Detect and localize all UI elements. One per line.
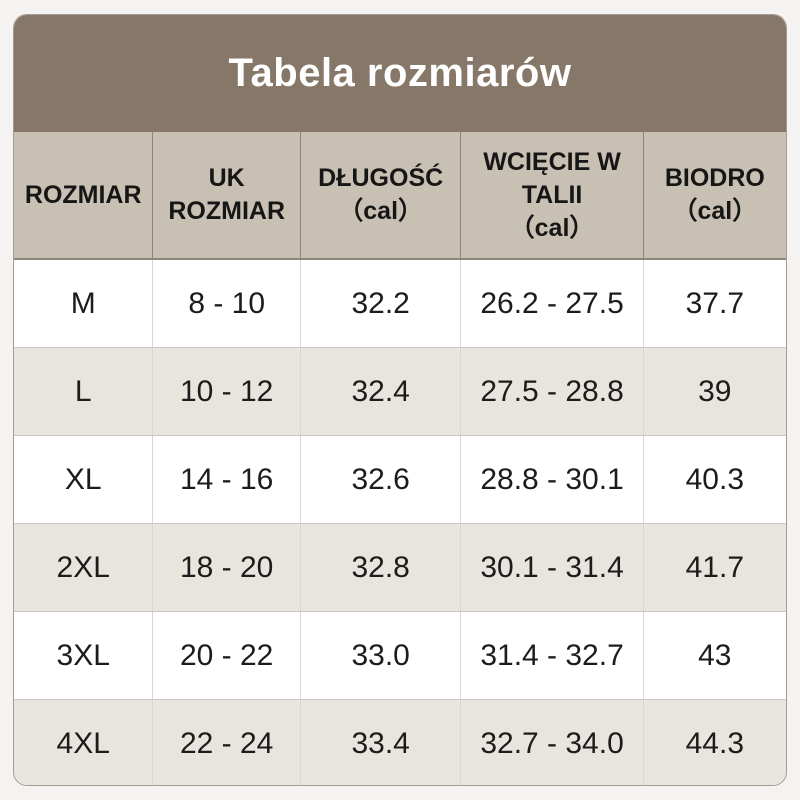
size-table: ROZMIAR UK ROZMIAR DŁUGOŚĆ （cal） WCIĘCIE W …: [14, 132, 786, 785]
cell-hips: 39: [642, 347, 786, 436]
cell-uk: 22 - 24: [152, 699, 301, 785]
cell-size: 4XL: [14, 699, 154, 785]
column-header-hips: BIODRO （cal）: [642, 132, 786, 260]
cell-uk: 10 - 12: [152, 347, 301, 436]
cell-length: 32.8: [299, 523, 462, 612]
page-title: Tabela rozmiarów: [228, 51, 572, 95]
cell-size: 3XL: [14, 611, 154, 700]
column-header-waist: WCIĘCIE W TALII （cal）: [460, 132, 644, 260]
table-row-4xl: 4XL 22 - 24 33.4 32.7 - 34.0 44.3: [14, 699, 786, 785]
header-row: ROZMIAR UK ROZMIAR DŁUGOŚĆ （cal） WCIĘCIE W …: [14, 132, 786, 260]
cell-waist: 31.4 - 32.7: [460, 611, 644, 700]
cell-uk: 8 - 10: [152, 259, 301, 348]
cell-hips: 40.3: [642, 435, 786, 524]
table-row-3xl: 3XL 20 - 22 33.0 31.4 - 32.7 43: [14, 611, 786, 700]
cell-size: M: [14, 259, 154, 348]
size-table-head: ROZMIAR UK ROZMIAR DŁUGOŚĆ （cal） WCIĘCIE W …: [14, 132, 786, 260]
cell-hips: 43: [642, 611, 786, 700]
column-header-size: ROZMIAR: [14, 132, 154, 260]
cell-waist: 28.8 - 30.1: [460, 435, 644, 524]
cell-waist: 30.1 - 31.4: [460, 523, 644, 612]
cell-waist: 26.2 - 27.5: [460, 259, 644, 348]
cell-hips: 37.7: [642, 259, 786, 348]
cell-size: 2XL: [14, 523, 154, 612]
cell-uk: 14 - 16: [152, 435, 301, 524]
cell-size: L: [14, 347, 154, 436]
cell-size: XL: [14, 435, 154, 524]
size-chart-card: Tabela rozmiarów ROZMIAR UK ROZMIAR DŁUGOŚ…: [13, 14, 787, 786]
cell-length: 32.6: [299, 435, 462, 524]
cell-length: 33.0: [299, 611, 462, 700]
cell-waist: 27.5 - 28.8: [460, 347, 644, 436]
table-row-xl: XL 14 - 16 32.6 28.8 - 30.1 40.3: [14, 435, 786, 524]
cell-uk: 20 - 22: [152, 611, 301, 700]
cell-waist: 32.7 - 34.0: [460, 699, 644, 785]
title-bar: Tabela rozmiarów: [14, 15, 786, 132]
table-row-l: L 10 - 12 32.4 27.5 - 28.8 39: [14, 347, 786, 436]
cell-hips: 44.3: [642, 699, 786, 785]
table-row-2xl: 2XL 18 - 20 32.8 30.1 - 31.4 41.7: [14, 523, 786, 612]
cell-length: 33.4: [299, 699, 462, 785]
column-header-uk: UK ROZMIAR: [152, 132, 301, 260]
column-header-length: DŁUGOŚĆ （cal）: [299, 132, 462, 260]
cell-hips: 41.7: [642, 523, 786, 612]
cell-length: 32.2: [299, 259, 462, 348]
cell-length: 32.4: [299, 347, 462, 436]
cell-uk: 18 - 20: [152, 523, 301, 612]
